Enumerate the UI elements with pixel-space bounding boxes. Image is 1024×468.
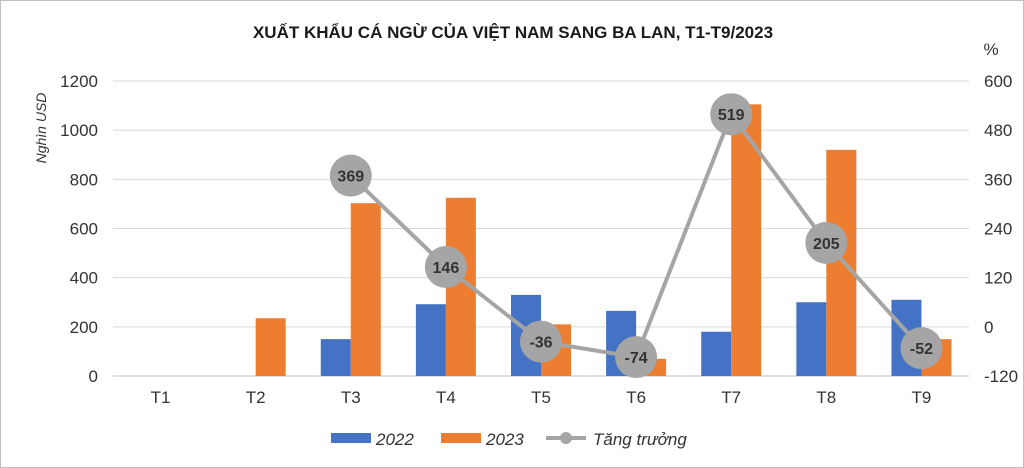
y-tick-label: 400	[70, 269, 98, 288]
y-tick-label: 1200	[60, 72, 98, 91]
y2-tick-label: 240	[984, 220, 1012, 239]
growth-marker	[424, 246, 467, 289]
growth-data-label: -74	[625, 350, 648, 367]
legend-label-growth: Tăng trưởng	[593, 430, 687, 449]
y2-tick-label: 0	[984, 318, 993, 337]
y-axis-label: Nghìn USD	[33, 93, 49, 164]
bar-2023-T3	[350, 203, 381, 376]
growth-data-label: -36	[529, 335, 552, 352]
x-tick-label: T2	[246, 388, 266, 407]
x-axis-ticks: T1 T2 T3 T4 T5 T6 T7 T8 T9	[151, 388, 932, 407]
growth-data-label: 369	[337, 169, 364, 186]
legend-label-2023: 2023	[485, 430, 524, 449]
growth-marker	[805, 221, 848, 264]
bar-2022-T7	[701, 331, 732, 376]
x-tick-label: T6	[626, 388, 646, 407]
bar-2023-T2	[255, 318, 286, 376]
y2-axis-ticks: -120 0 120 240 360 480 600	[984, 72, 1018, 386]
y2-tick-label: 360	[984, 170, 1012, 189]
x-tick-label: T8	[816, 388, 836, 407]
y2-tick-label: -120	[984, 367, 1018, 386]
x-tick-label: T3	[341, 388, 361, 407]
y-tick-label: 600	[70, 220, 98, 239]
y-tick-label: 0	[89, 367, 98, 386]
y-tick-label: 800	[70, 170, 98, 189]
growth-marker	[520, 320, 562, 363]
legend-swatch-2023	[441, 433, 481, 443]
growth-line-series: 369 146 -36 -74 519 205 -52	[329, 93, 943, 379]
x-tick-label: T4	[436, 388, 456, 407]
growth-data-label: 146	[433, 260, 460, 277]
y-tick-label: 200	[70, 318, 98, 337]
chart-title: XUẤT KHẨU CÁ NGỪ CỦA VIỆT NAM SANG BA LA…	[253, 23, 773, 42]
growth-marker	[710, 93, 753, 136]
growth-data-label: 205	[813, 236, 840, 253]
bar-2022-T8	[796, 302, 827, 376]
y-axis-ticks: 0 200 400 600 800 1000 1200	[60, 72, 98, 386]
x-tick-label: T9	[912, 388, 932, 407]
growth-data-label: -52	[910, 341, 933, 358]
y2-axis-label: %	[983, 40, 998, 59]
y2-tick-label: 480	[984, 121, 1012, 140]
legend-swatch-growth-marker	[560, 432, 572, 444]
bar-2023-T7	[731, 104, 762, 377]
growth-marker	[900, 327, 943, 370]
x-tick-label: T5	[531, 388, 551, 407]
bar-2022-T3	[320, 339, 351, 376]
x-tick-label: T1	[151, 388, 171, 407]
legend: 2022 2023 Tăng trưởng	[331, 430, 687, 449]
legend-swatch-2022	[331, 433, 371, 443]
y-tick-label: 1000	[60, 121, 98, 140]
x-tick-label: T7	[721, 388, 741, 407]
growth-marker	[615, 336, 658, 379]
bar-2022-T4	[415, 304, 446, 376]
legend-label-2022: 2022	[375, 430, 414, 449]
y2-tick-label: 600	[984, 72, 1012, 91]
growth-data-label: 519	[718, 107, 745, 124]
growth-marker	[329, 154, 372, 197]
y2-tick-label: 120	[984, 269, 1012, 288]
